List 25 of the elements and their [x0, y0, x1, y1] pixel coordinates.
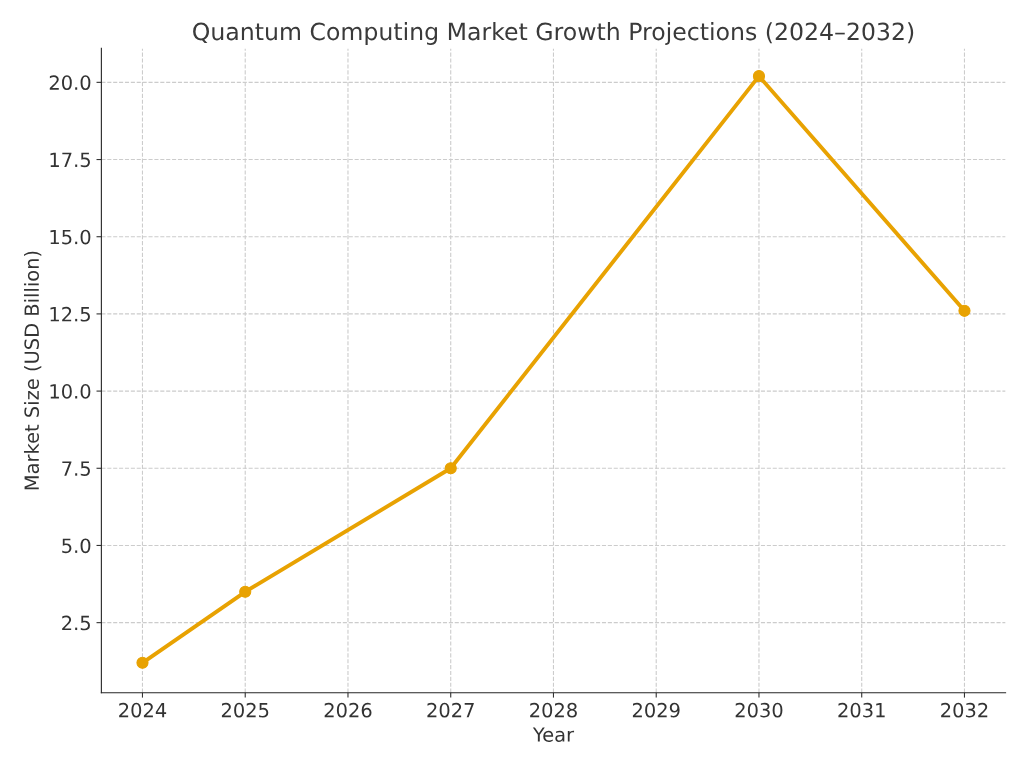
y-tick-label: 5.0: [62, 538, 91, 554]
y-tick-label: 12.5: [50, 306, 90, 322]
point: [752, 70, 766, 83]
y-tick-label: 7.5: [62, 461, 90, 476]
point: [444, 462, 457, 475]
x-axis-title: Year: [532, 727, 575, 742]
x-tick-label: 2029: [632, 702, 680, 718]
y-tick-label: 10.0: [50, 384, 91, 399]
x-tick-label: 2031: [838, 702, 885, 718]
x-tick-label: 2024: [119, 702, 167, 718]
x-tick-label: 2026: [324, 702, 372, 718]
y-tick-label: 20.0: [49, 75, 91, 91]
y-tick-label: 2.5: [62, 615, 90, 631]
y-tick-label: 17.5: [50, 152, 90, 168]
x-tick-label: 2030: [735, 702, 783, 718]
point: [239, 585, 252, 598]
y-axis-title: Market Size (USD Billion): [23, 251, 42, 490]
x-tick-label: 2028: [530, 702, 577, 718]
chart-title: Quantum Computing Market Growth Projections (2024–2032): [193, 22, 914, 45]
point: [958, 304, 971, 317]
x-tick-label: 2025: [221, 702, 269, 718]
point: [136, 656, 149, 669]
y-tick-label: 15.0: [50, 229, 91, 245]
x-tick-label: 2032: [941, 702, 988, 718]
x-tick-label: 2027: [427, 702, 474, 718]
